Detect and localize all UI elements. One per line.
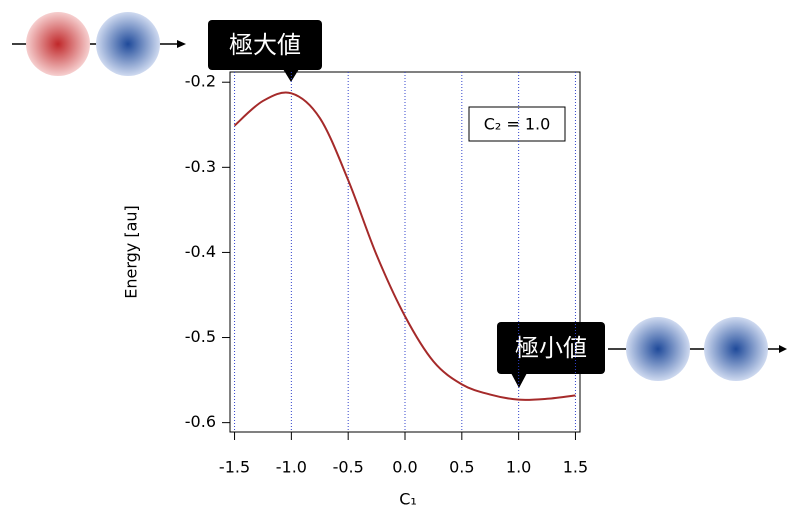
x-tick-label: 1.0 bbox=[506, 458, 531, 477]
x-tick-label: 0.5 bbox=[449, 458, 474, 477]
callout-text: 極大値 bbox=[229, 31, 301, 59]
parameter-label: C₂ = 1.0 bbox=[484, 115, 551, 134]
x-tick-label: -1.5 bbox=[219, 458, 250, 477]
orbital-right bbox=[608, 317, 787, 381]
y-tick-label: -0.4 bbox=[185, 242, 216, 261]
y-tick-label: -0.5 bbox=[185, 327, 216, 346]
callout-text: 極小値 bbox=[515, 334, 587, 362]
y-tick-label: -0.3 bbox=[185, 157, 216, 176]
x-tick-label: 1.5 bbox=[563, 458, 588, 477]
chart: C₁ Energy [au] C₂ = 1.0 極大値 極小値 -1.5 -1.0… bbox=[0, 0, 787, 516]
x-axis-label: C₁ bbox=[399, 490, 417, 509]
callout-max: 極大値 bbox=[208, 20, 322, 82]
y-axis-label: Energy [au] bbox=[122, 205, 141, 299]
x-tick-label: -0.5 bbox=[333, 458, 364, 477]
y-tick-label: -0.2 bbox=[185, 72, 216, 91]
callout-min: 極小値 bbox=[497, 322, 605, 388]
x-tick-label: -1.0 bbox=[276, 458, 307, 477]
y-tick-label: -0.6 bbox=[185, 412, 216, 431]
x-tick-label: 0.0 bbox=[392, 458, 417, 477]
orbital-left bbox=[12, 12, 186, 76]
